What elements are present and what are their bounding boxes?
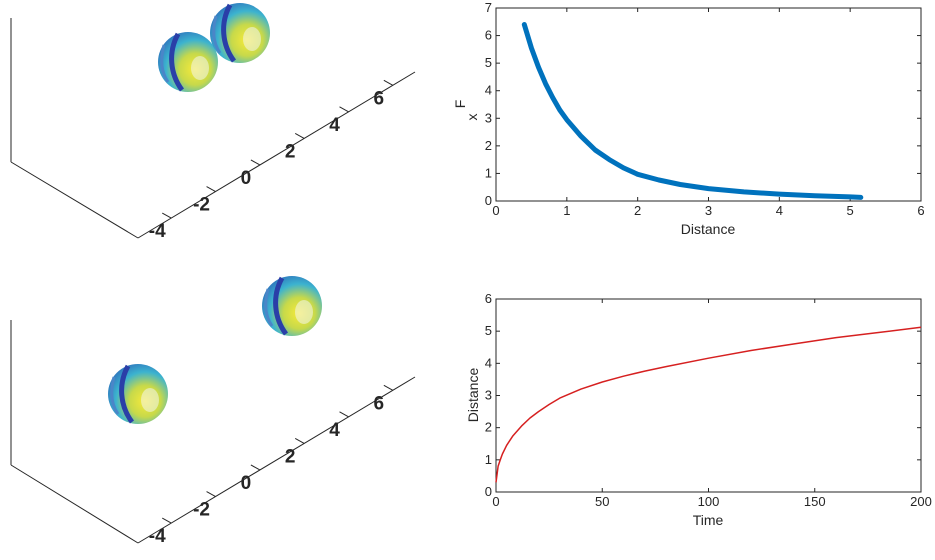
scene-top-depth-axis (137, 71, 416, 239)
scene-axis-tick (206, 491, 216, 497)
chart2-series-line (495, 326, 922, 483)
scene-tick-label: -2 (193, 500, 210, 521)
chart2-plot-box (495, 298, 922, 493)
scene-axis-tick (294, 132, 305, 139)
chart2-x-tick-label: 200 (910, 494, 932, 509)
chart2-ticks: 0 50 100 150 200 0 1 2 3 4 5 6 (485, 291, 932, 509)
scene-axis-tick (339, 411, 349, 418)
scene-axis-tick (339, 106, 349, 113)
scene-axis-tick (383, 384, 394, 391)
chart2-y-label: Distance (465, 368, 481, 423)
chart1-x-tick-label: 3 (705, 203, 712, 218)
chart2-y-tick-label: 6 (485, 291, 492, 306)
chart2-x-tick-label: 0 (492, 494, 499, 509)
scene-top-left-axis (10, 161, 139, 239)
scene-tick-label: 2 (285, 446, 296, 467)
scene-axis-tick (206, 186, 216, 192)
sphere-top-left (158, 32, 218, 92)
chart1-y-label: F x (452, 100, 480, 121)
scene-bottom-left-axis (10, 464, 139, 544)
sphere-bottom-left (108, 364, 168, 424)
scene-tick-label: 0 (241, 473, 252, 494)
force-distance-chart: 0 1 2 3 4 5 6 0 1 2 3 4 5 6 7 Distance F x (452, 0, 925, 237)
chart1-y-tick-label: 1 (485, 165, 492, 180)
scene-axis-tick (294, 437, 305, 444)
chart1-y-tick-label: 0 (485, 193, 492, 208)
chart1-y-label-sub: x (464, 114, 480, 121)
chart1-y-tick-label: 6 (485, 28, 492, 43)
scene-tick-label: 6 (374, 88, 385, 109)
scene-top: -4 -2 0 2 4 6 (10, 3, 416, 242)
chart2-x-tick-label: 150 (804, 494, 826, 509)
chart1-x-tick-label: 6 (917, 203, 924, 218)
scene-axis-tick (383, 79, 394, 86)
chart1-x-tick-label: 4 (776, 203, 783, 218)
chart2-y-tick-label: 2 (485, 420, 492, 435)
chart1-x-tick-label: 1 (563, 203, 570, 218)
distance-time-chart: 0 50 100 150 200 0 1 2 3 4 5 6 Time Distance (465, 291, 932, 528)
scene-tick-label: 4 (329, 115, 340, 136)
chart1-y-tick-label: 3 (485, 110, 492, 125)
chart2-y-tick-label: 1 (485, 452, 492, 467)
chart2-y-tick-label: 5 (485, 323, 492, 338)
chart1-x-label: Distance (681, 221, 736, 237)
scene-tick-label: -2 (193, 195, 210, 216)
chart2-y-tick-label: 0 (485, 484, 492, 499)
sphere-bottom-right (262, 276, 322, 336)
chart1-y-tick-label: 5 (485, 55, 492, 70)
chart1-x-tick-label: 0 (492, 203, 499, 218)
chart2-y-tick-label: 4 (485, 355, 492, 370)
scene-axis-tick (161, 517, 172, 524)
scene-bottom-depth-axis (137, 376, 416, 544)
scene-tick-label: -4 (149, 221, 166, 242)
scene-tick-label: 4 (329, 420, 340, 441)
chart2-x-tick-label: 100 (698, 494, 720, 509)
chart1-series-line (521, 22, 864, 200)
scene-axis-tick (250, 464, 261, 471)
scene-axis-tick (250, 159, 261, 166)
scene-tick-label: 0 (241, 168, 252, 189)
chart2-x-label: Time (693, 512, 724, 528)
chart1-y-tick-label: 2 (485, 138, 492, 153)
chart2-x-tick-label: 50 (595, 494, 609, 509)
scene-axis-tick (161, 212, 172, 219)
chart1-y-label-main: F (452, 100, 468, 109)
chart1-ticks: 0 1 2 3 4 5 6 0 1 2 3 4 5 6 7 (485, 0, 925, 218)
chart1-x-tick-label: 5 (847, 203, 854, 218)
scene-tick-label: 2 (285, 141, 296, 162)
chart1-y-tick-label: 7 (485, 0, 492, 15)
scene-top-ticks: -4 -2 0 2 4 6 (149, 79, 394, 242)
chart1-plot-box (495, 7, 922, 202)
scene-tick-label: -4 (149, 526, 166, 547)
sphere-top-right (210, 3, 270, 63)
scene-tick-label: 6 (374, 393, 385, 414)
scene-bottom-ticks: -4 -2 0 2 4 6 (149, 384, 394, 547)
scene-bottom: -4 -2 0 2 4 6 (10, 276, 416, 547)
chart1-x-tick-label: 2 (634, 203, 641, 218)
chart2-y-tick-label: 3 (485, 388, 492, 403)
chart1-y-tick-label: 4 (485, 83, 492, 98)
